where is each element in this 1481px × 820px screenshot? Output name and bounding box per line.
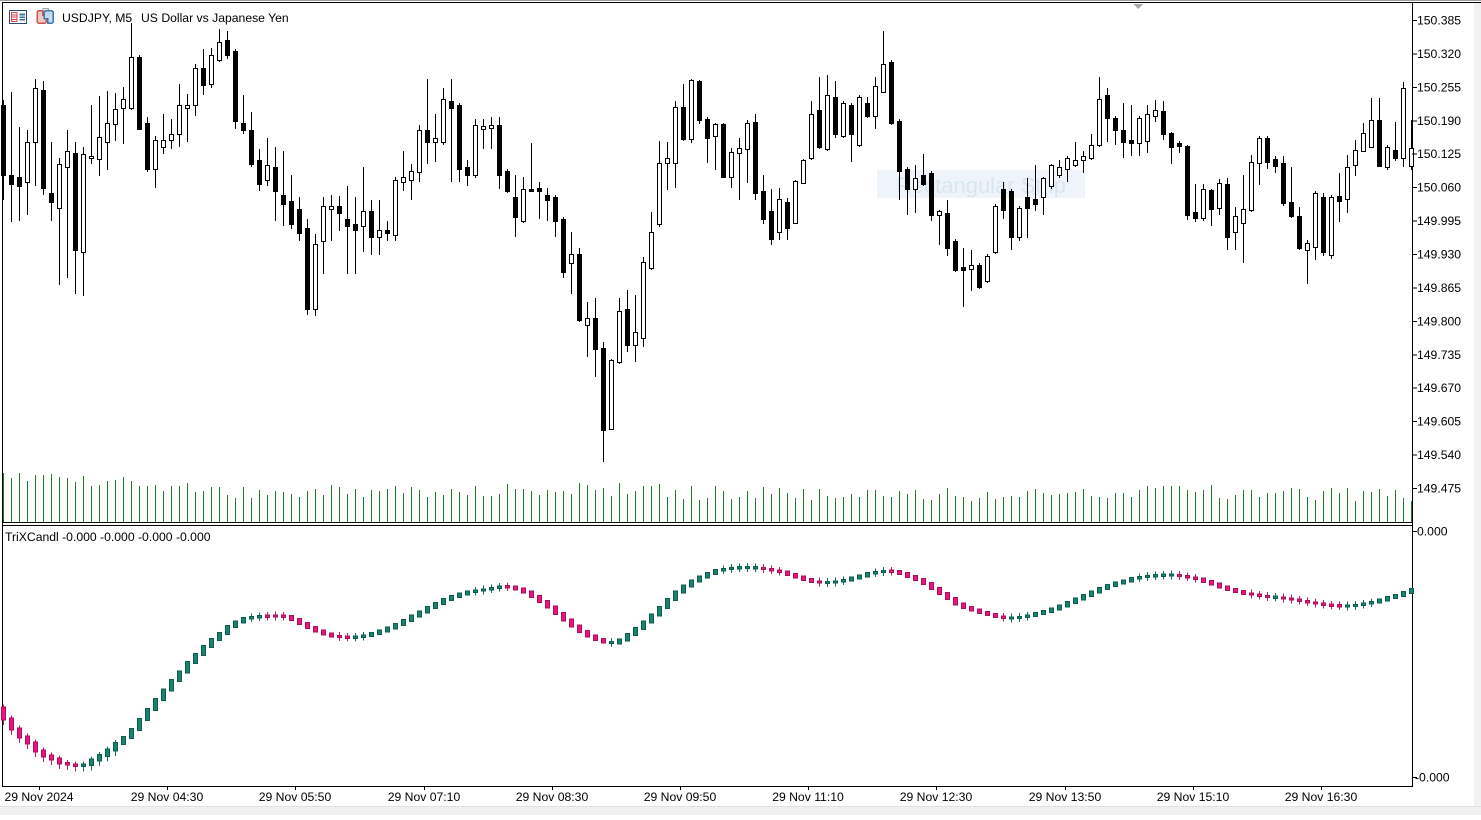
svg-text:29 Nov 09:50: 29 Nov 09:50	[644, 790, 717, 804]
svg-text:29 Nov 16:30: 29 Nov 16:30	[1285, 790, 1358, 804]
svg-text:29 Nov 04:30: 29 Nov 04:30	[131, 790, 204, 804]
svg-text:150.190: 150.190	[1417, 114, 1461, 128]
svg-text:149.475: 149.475	[1417, 482, 1461, 496]
svg-text:-0.000: -0.000	[1415, 771, 1450, 785]
svg-text:29 Nov 2024: 29 Nov 2024	[4, 790, 73, 804]
svg-text:149.865: 149.865	[1417, 281, 1461, 295]
svg-text:TriXCandl -0.000 -0.000 -0.000: TriXCandl -0.000 -0.000 -0.000 -0.000	[5, 530, 211, 544]
svg-text:149.800: 149.800	[1417, 314, 1461, 328]
svg-text:149.540: 149.540	[1417, 448, 1461, 462]
svg-text:29 Nov 11:10: 29 Nov 11:10	[772, 790, 844, 804]
svg-text:150.320: 150.320	[1417, 47, 1461, 61]
svg-text:USDJPY, M5: USDJPY, M5	[62, 11, 132, 25]
svg-text:150.385: 150.385	[1417, 14, 1461, 28]
svg-text:150.125: 150.125	[1417, 147, 1461, 161]
svg-text:150.060: 150.060	[1417, 181, 1461, 195]
svg-text:29 Nov 08:30: 29 Nov 08:30	[516, 790, 589, 804]
svg-text:29 Nov 12:30: 29 Nov 12:30	[900, 790, 973, 804]
svg-text:29 Nov 15:10: 29 Nov 15:10	[1157, 790, 1230, 804]
svg-text:29 Nov 05:50: 29 Nov 05:50	[259, 790, 332, 804]
svg-text:149.930: 149.930	[1417, 248, 1461, 262]
svg-text:29 Nov 07:10: 29 Nov 07:10	[388, 790, 461, 804]
svg-text:150.255: 150.255	[1417, 80, 1461, 94]
svg-text:29 Nov 13:50: 29 Nov 13:50	[1029, 790, 1102, 804]
svg-text:149.995: 149.995	[1417, 214, 1461, 228]
svg-text:149.670: 149.670	[1417, 381, 1461, 395]
svg-text:0.000: 0.000	[1417, 525, 1448, 539]
svg-text:149.605: 149.605	[1417, 415, 1461, 429]
svg-text:US Dollar vs Japanese Yen: US Dollar vs Japanese Yen	[141, 11, 289, 25]
svg-text:149.735: 149.735	[1417, 348, 1461, 362]
